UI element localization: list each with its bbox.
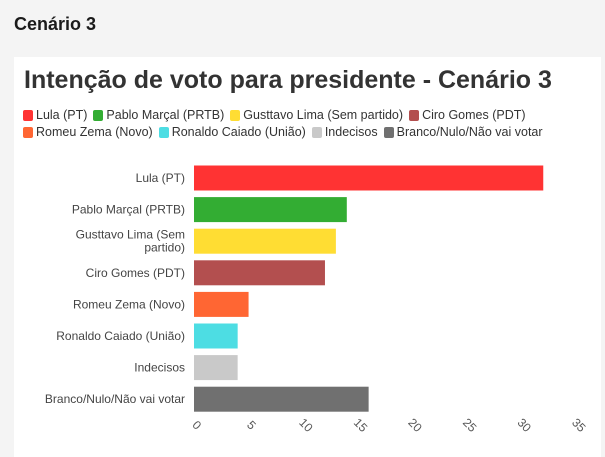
legend-swatch	[383, 126, 394, 138]
legend-swatch	[409, 109, 420, 121]
legend-label: Pablo Marçal (PRTB)	[106, 108, 225, 122]
legend-label: Indecisos	[324, 125, 378, 139]
legend-swatch	[93, 109, 104, 121]
bar[interactable]	[194, 197, 347, 223]
x-tick-label: 0	[190, 418, 205, 433]
category-label: Ronaldo Caiado (União)	[56, 329, 185, 343]
x-tick-label: 15	[351, 415, 371, 435]
category-label: Pablo Marçal (PRTB)	[72, 203, 185, 217]
x-tick-label: 10	[296, 415, 316, 435]
legend-label: Ciro Gomes (PDT)	[422, 108, 526, 122]
chart-legend: Lula (PT) Pablo Marçal (PRTB) Gusttavo Lim…	[23, 108, 593, 139]
bar[interactable]	[194, 355, 238, 381]
legend-label: Gusttavo Lima (Sem partido)	[243, 108, 404, 122]
legend-item[interactable]: Indecisos	[311, 125, 378, 139]
legend-label: Branco/Nulo/Não vai votar	[396, 125, 543, 139]
category-label: Gusttavo Lima (Sem	[76, 228, 185, 242]
page-heading: Cenário 3	[14, 14, 97, 34]
category-label: partido)	[144, 241, 185, 255]
legend-item[interactable]: Lula (PT)	[23, 108, 87, 122]
legend-swatch	[158, 126, 169, 138]
x-tick-label: 5	[244, 418, 259, 433]
bar[interactable]	[194, 386, 369, 412]
legend-label: Romeu Zema (Novo)	[36, 125, 153, 139]
bar[interactable]	[194, 323, 238, 349]
legend-swatch	[23, 109, 33, 121]
legend-item[interactable]: Ronaldo Caiado (União)	[158, 125, 306, 139]
legend-item[interactable]: Ciro Gomes (PDT)	[409, 108, 526, 122]
chart-title: Intenção de voto para presidente - Cenár…	[24, 66, 552, 94]
legend-swatch	[230, 109, 241, 121]
category-label: Lula (PT)	[136, 171, 185, 185]
legend-item[interactable]: Pablo Marçal (PRTB)	[93, 108, 224, 122]
x-tick-label: 35	[569, 415, 589, 435]
bar[interactable]	[194, 228, 336, 254]
bar[interactable]	[194, 260, 325, 286]
chart-card: Intenção de voto para presidente - Cenár…	[14, 57, 601, 457]
legend-label: Ronaldo Caiado (União)	[171, 125, 306, 139]
category-label: Branco/Nulo/Não vai votar	[45, 392, 185, 406]
legend-swatch	[311, 126, 322, 138]
x-tick-label: 20	[405, 415, 425, 435]
bar[interactable]	[194, 291, 249, 317]
x-tick-label: 30	[515, 415, 535, 435]
bar[interactable]	[194, 165, 544, 191]
x-tick-label: 25	[460, 415, 480, 435]
category-label: Ciro Gomes (PDT)	[86, 266, 185, 280]
category-label: Indecisos	[134, 361, 185, 375]
legend-item[interactable]: Branco/Nulo/Não vai votar	[383, 125, 543, 139]
legend-swatch	[23, 126, 33, 138]
legend-label: Lula (PT)	[36, 108, 88, 122]
legend-item[interactable]: Romeu Zema (Novo)	[23, 125, 153, 139]
legend-item[interactable]: Gusttavo Lima (Sem partido)	[230, 108, 403, 122]
category-label: Romeu Zema (Novo)	[73, 297, 185, 311]
